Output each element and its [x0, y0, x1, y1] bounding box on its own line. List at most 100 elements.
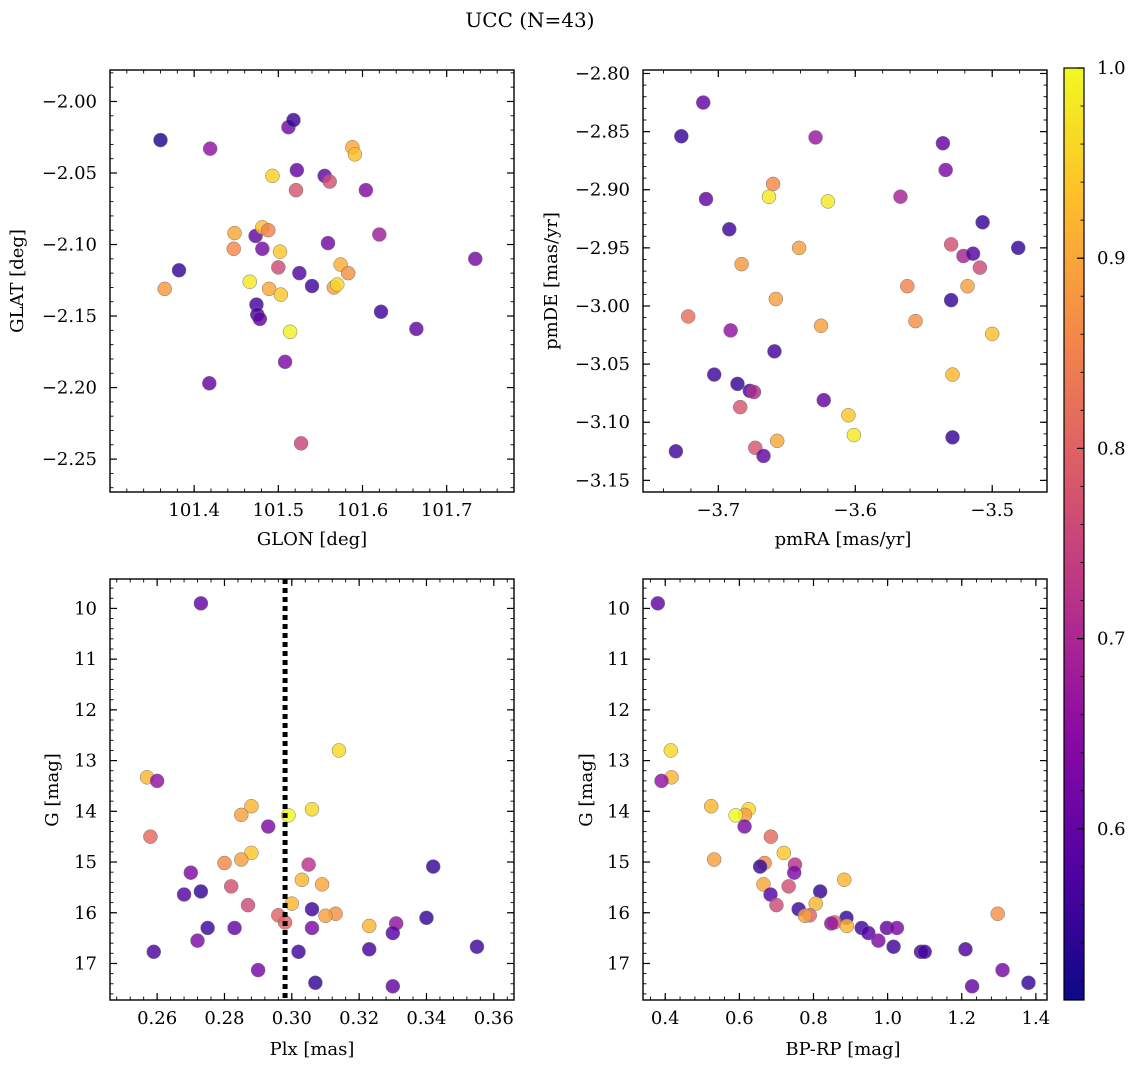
y-axis-label: G [mag]: [576, 753, 597, 826]
data-point: [958, 942, 973, 957]
data-point: [240, 897, 256, 913]
data-point: [320, 235, 336, 251]
data-point: [737, 819, 752, 834]
data-point: [935, 135, 951, 151]
y-tick-label: 17: [74, 953, 97, 974]
y-axis-label: G [mag]: [42, 753, 63, 826]
data-point: [861, 925, 876, 941]
data-point: [149, 773, 165, 789]
data-point: [984, 326, 1000, 342]
data-point: [650, 596, 666, 611]
data-point: [250, 962, 266, 978]
data-point: [808, 896, 823, 911]
data-point: [171, 263, 187, 278]
data-point: [304, 278, 320, 294]
data-point: [975, 215, 990, 230]
data-point: [706, 852, 722, 867]
y-tick-label: 10: [607, 598, 630, 619]
y-tick-label: −2.00: [42, 91, 97, 112]
y-tick-label: −3.10: [575, 412, 630, 433]
x-axis-label: Plx [mas]: [270, 1039, 355, 1060]
x-tick-label: −3.7: [696, 500, 740, 521]
y-tick-label: −2.95: [575, 238, 630, 259]
data-point: [200, 920, 215, 936]
data-point: [153, 132, 168, 148]
data-point: [193, 596, 209, 611]
data-point: [761, 189, 777, 204]
data-point: [1010, 240, 1026, 256]
data-point: [322, 174, 337, 189]
y-tick-label: −2.10: [42, 235, 97, 256]
data-point: [816, 392, 832, 408]
data-point: [282, 324, 298, 340]
data-point: [234, 807, 249, 823]
data-point: [781, 879, 796, 894]
data-point: [728, 808, 743, 823]
colorbar-gradient: [1063, 67, 1085, 1001]
data-point: [385, 979, 401, 994]
data-point: [244, 798, 259, 814]
data-point: [419, 910, 434, 926]
y-tick-label: 13: [74, 751, 97, 772]
data-point: [706, 367, 722, 382]
data-point: [202, 376, 217, 391]
data-point: [273, 287, 289, 302]
data-point: [945, 430, 960, 445]
x-tick-label: 101.5: [253, 500, 305, 521]
data-point: [908, 313, 923, 329]
data-point: [318, 908, 333, 924]
x-tick-label: 0.6: [725, 1008, 754, 1029]
data-point: [373, 304, 389, 320]
data-point: [226, 241, 241, 257]
data-point: [663, 743, 679, 758]
data-point: [242, 274, 257, 289]
x-tick-label: 1.4: [1022, 1008, 1051, 1029]
y-axis-label: GLAT [deg]: [7, 229, 28, 333]
data-point: [260, 222, 276, 238]
data-point: [776, 845, 792, 861]
data-point: [143, 829, 158, 844]
scatter-points: [650, 596, 1036, 994]
data-point: [680, 309, 696, 324]
data-point: [839, 918, 855, 934]
data-point: [786, 865, 802, 880]
data-point: [293, 436, 309, 451]
x-tick-label: 101.4: [168, 500, 220, 521]
x-tick-label: −3.6: [833, 500, 877, 521]
x-tick-label: 1.2: [947, 1008, 976, 1029]
data-point: [409, 321, 424, 337]
y-tick-label: −3.15: [575, 470, 630, 491]
data-point: [244, 845, 259, 861]
data-point: [943, 292, 959, 308]
data-point: [157, 281, 172, 297]
y-tick-label: 13: [607, 751, 630, 772]
y-tick-label: −2.05: [42, 163, 97, 184]
data-point: [227, 920, 242, 936]
data-point: [358, 182, 374, 198]
y-tick-label: −2.20: [42, 378, 97, 399]
data-point: [1021, 975, 1036, 990]
data-point: [734, 256, 749, 272]
x-tick-label: 0.8: [799, 1008, 828, 1029]
data-point: [990, 906, 1005, 922]
y-tick-label: −2.85: [575, 122, 630, 143]
data-point: [190, 933, 205, 948]
y-tick-label: −2.15: [42, 306, 97, 327]
data-point: [889, 920, 905, 936]
data-point: [824, 916, 839, 931]
axis-ticks: −3.7 −3.6 −3.5 −3.15 −3.10 −3.05 −3.00 −2.95 −2.…: [575, 63, 1048, 521]
data-point: [193, 884, 209, 899]
y-tick-label: 16: [607, 903, 630, 924]
data-point: [674, 129, 689, 144]
x-tick-label: 0.4: [651, 1008, 680, 1029]
data-point: [960, 278, 975, 294]
data-point: [146, 944, 162, 960]
data-point: [752, 859, 768, 874]
data-point: [330, 277, 345, 292]
data-point: [469, 939, 485, 954]
x-tick-label: 0.32: [339, 1008, 379, 1029]
axis-ticks: 0.26 0.28 0.30 0.32 0.34 0.36 10 11 12 13 14 15 16 17: [74, 579, 514, 1029]
x-tick-label: 101.6: [337, 500, 389, 521]
axes-frame: [109, 69, 515, 493]
y-tick-label: −2.25: [42, 449, 97, 470]
